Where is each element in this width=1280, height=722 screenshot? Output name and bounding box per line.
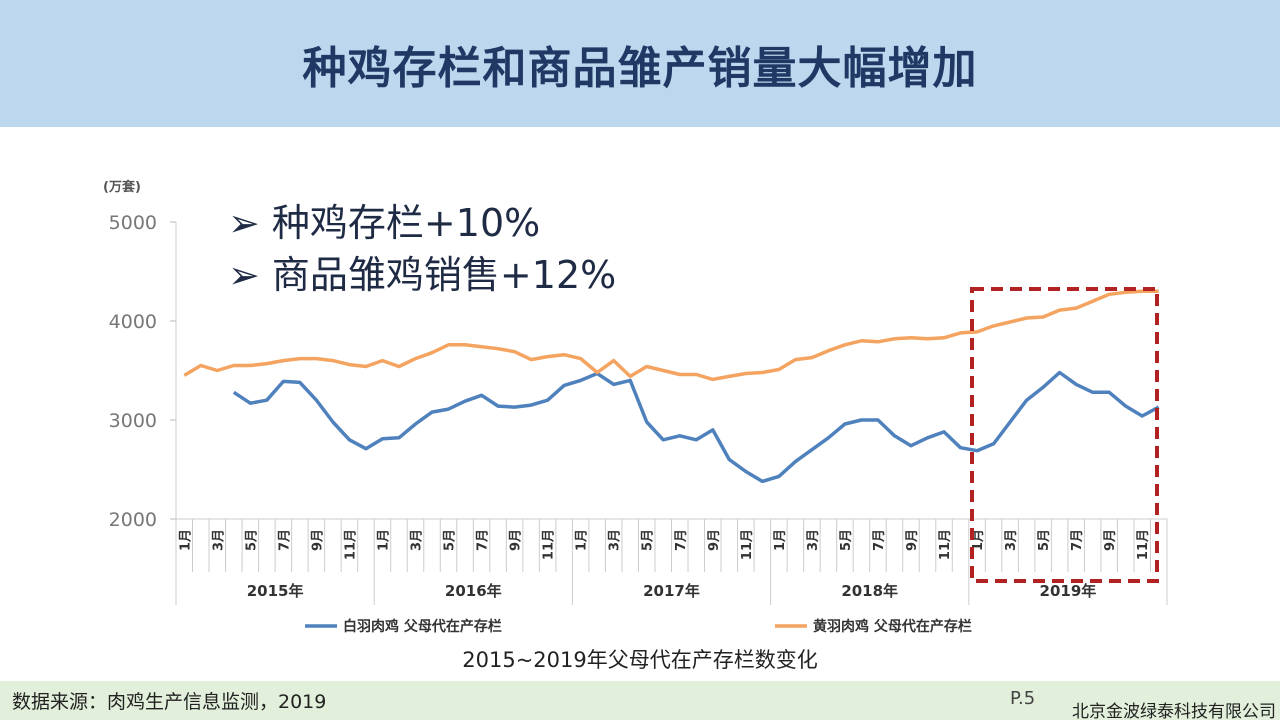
x-tick-label: 1月 xyxy=(971,529,986,551)
x-tick-label: 9月 xyxy=(310,529,325,551)
page-title: 种鸡存栏和商品雏产销量大幅增加 xyxy=(302,43,978,94)
x-tick-label: 7月 xyxy=(476,529,491,551)
x-tick-label: 7月 xyxy=(674,529,689,551)
x-tick-label: 11月 xyxy=(542,529,557,560)
x-tick-label: 5月 xyxy=(244,529,259,551)
x-tick-label: 1月 xyxy=(376,529,391,551)
year-label: 2017年 xyxy=(643,582,700,600)
x-tick-label: 5月 xyxy=(1037,529,1052,551)
x-tick-label: 1月 xyxy=(575,529,590,551)
year-label: 2016年 xyxy=(445,582,502,600)
x-tick-label: 9月 xyxy=(905,529,920,551)
x-tick-label: 5月 xyxy=(641,529,656,551)
x-tick-label: 3月 xyxy=(1004,529,1019,551)
x-tick-label: 11月 xyxy=(1136,529,1151,560)
legend-label: 白羽肉鸡 父母代在产存栏 xyxy=(343,618,502,635)
footer-bar xyxy=(0,681,1280,720)
arrow-bullet-icon: ➢ xyxy=(228,253,272,297)
year-label: 2015年 xyxy=(247,582,304,600)
y-tick-label: 4000 xyxy=(109,311,157,333)
x-tick-label: 1月 xyxy=(178,529,193,551)
series-line-2 xyxy=(183,289,1159,382)
company-name: 北京金波绿泰科技有限公司 xyxy=(1072,702,1276,722)
x-tick-label: 9月 xyxy=(1103,529,1118,551)
bullet-text: 种鸡存栏+10% xyxy=(271,201,541,245)
legend-label: 黄羽肉鸡 父母代在产存栏 xyxy=(813,618,972,635)
y-axis-unit: (万套) xyxy=(103,179,141,195)
x-tick-label: 11月 xyxy=(740,529,755,560)
x-tick-label: 7月 xyxy=(1070,529,1085,551)
x-tick-label: 3月 xyxy=(806,529,821,551)
x-tick-label: 7月 xyxy=(277,529,292,551)
year-label: 2019年 xyxy=(1040,582,1097,600)
x-tick-label: 11月 xyxy=(343,529,358,560)
data-source: 数据来源：肉鸡生产信息监测，2019 xyxy=(12,691,327,713)
highlight-box-2019 xyxy=(970,287,1159,583)
y-tick-label: 2000 xyxy=(109,509,157,531)
x-tick-label: 5月 xyxy=(443,529,458,551)
title-bar xyxy=(0,0,1280,127)
year-label: 2018年 xyxy=(841,582,898,600)
y-tick-label: 3000 xyxy=(109,410,157,432)
line-chart: (万套) 2000 3000 4000 5000 1月 3月 5月 7月 9月 11月 1月 3月 5月 7… xyxy=(103,179,1168,635)
chart-caption: 2015~2019年父母代在产存栏数变化 xyxy=(462,648,818,672)
x-tick-label: 3月 xyxy=(409,529,424,551)
bullet-2: ➢ 商品雏鸡销售+12% xyxy=(228,244,616,299)
x-tick-label: 1月 xyxy=(773,529,788,551)
x-tick-label: 9月 xyxy=(509,529,524,551)
x-tick-label: 3月 xyxy=(608,529,623,551)
x-tick-label: 3月 xyxy=(211,529,226,551)
x-tick-label: 11月 xyxy=(938,529,953,560)
page-number: P.5 xyxy=(1010,688,1036,709)
arrow-bullet-icon: ➢ xyxy=(228,201,272,245)
series-line-1 xyxy=(232,370,1160,484)
bullet-1: ➢ 种鸡存栏+10% xyxy=(228,192,540,247)
bullet-text: 商品雏鸡销售+12% xyxy=(271,253,617,297)
x-tick-label: 9月 xyxy=(707,529,722,551)
x-tick-label: 5月 xyxy=(839,529,854,551)
y-tick-label: 5000 xyxy=(109,212,157,234)
x-tick-label: 7月 xyxy=(872,529,887,551)
